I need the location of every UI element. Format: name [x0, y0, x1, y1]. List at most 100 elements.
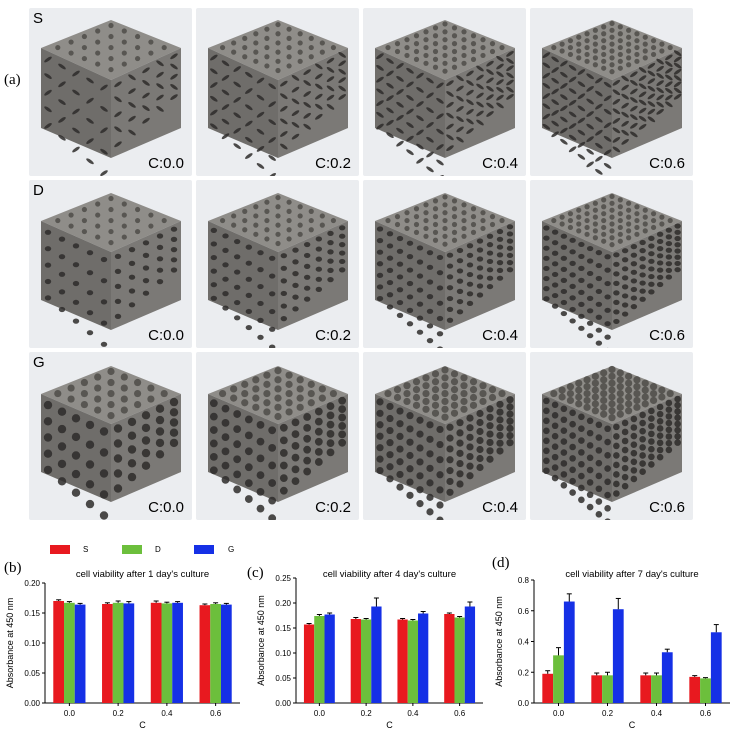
lattice-cube-image	[542, 193, 682, 348]
bar-s-0.6	[689, 676, 701, 703]
bar-s-0.0	[303, 624, 315, 703]
bar-d-0.4	[651, 675, 662, 703]
chart-day4: cell viability after 4 day's culture Abso…	[256, 569, 483, 730]
bar-g-0.6	[710, 632, 722, 703]
bar-g-0.6	[220, 604, 232, 703]
bar-s-0.2	[350, 619, 361, 703]
bar-s-0.6	[199, 605, 211, 703]
bar-d-0.6	[210, 604, 221, 703]
panel-label-b: (b)	[4, 560, 22, 576]
bar-g-0.0	[74, 604, 86, 703]
chart-title: cell viability after 1 day's culture	[76, 569, 209, 580]
y-tick-label: 0.15	[275, 624, 291, 633]
bar-g-0.4	[661, 652, 673, 703]
photo-caption: C:0.2	[315, 499, 351, 516]
x-tick-label: 0.4	[407, 709, 419, 718]
chart-title: cell viability after 4 day's culture	[323, 569, 456, 580]
chart-legend: S D G	[50, 543, 250, 557]
photo-caption: C:0.4	[482, 327, 518, 344]
photo-caption: C:0.0	[148, 327, 184, 344]
x-tick-label: 0.6	[454, 709, 466, 718]
photo-caption: C:0.0	[148, 155, 184, 172]
y-tick-label: 0.05	[24, 669, 40, 678]
bar-g-0.0	[563, 601, 575, 703]
x-axis-label: C	[139, 720, 146, 730]
scaffold-photo-g-0: G C:0.0	[29, 352, 192, 520]
y-tick-label: 0.10	[275, 649, 291, 658]
chart-day7: cell viability after 7 day's culture Abso…	[494, 569, 730, 730]
lattice-cube-image	[542, 365, 682, 520]
y-axis-label: Absorbance at 450 nm	[494, 596, 504, 687]
x-tick-label: 0.6	[210, 709, 222, 718]
bar-g-0.4	[172, 602, 183, 703]
y-tick-label: 0.00	[24, 699, 40, 708]
lattice-cube-image	[41, 20, 181, 176]
scaffold-photo-s-0: S C:0.0	[29, 8, 192, 176]
panel-label-c: (c)	[247, 565, 264, 581]
photo-caption: C:0.2	[315, 155, 351, 172]
x-tick-label: 0.0	[314, 709, 326, 718]
y-tick-label: 0.20	[24, 579, 40, 588]
photo-caption: C:0.4	[482, 155, 518, 172]
bar-d-0.0	[553, 655, 564, 703]
bar-s-0.4	[150, 602, 162, 703]
bar-s-0.4	[640, 675, 652, 703]
panel-label-a: (a)	[4, 72, 21, 88]
photo-caption: C:0.2	[315, 327, 351, 344]
y-tick-label: 0.15	[24, 609, 40, 618]
photo-caption: C:0.4	[482, 499, 518, 516]
x-tick-label: 0.2	[602, 709, 614, 718]
y-tick-label: 0.10	[24, 639, 40, 648]
bar-g-0.2	[371, 606, 382, 703]
y-tick-label: 0.20	[275, 599, 291, 608]
lattice-cube-image	[41, 193, 181, 347]
chart-day1: cell viability after 1 day's culture Abso…	[5, 569, 240, 730]
lattice-cube-image	[208, 193, 348, 348]
legend-label-d: D	[155, 545, 161, 554]
lattice-cube-image	[375, 193, 515, 348]
bar-g-0.0	[324, 614, 335, 703]
lattice-cube-image	[542, 20, 682, 175]
bar-d-0.2	[112, 602, 124, 703]
lattice-cube-image	[41, 366, 181, 520]
x-tick-label: 0.4	[651, 709, 663, 718]
bar-g-0.6	[464, 606, 476, 703]
legend-swatch-g	[194, 545, 214, 554]
legend-swatch-s	[50, 545, 70, 554]
y-tick-label: 0.8	[518, 576, 530, 585]
scaffold-photo-s-2: C:0.4	[363, 8, 526, 176]
y-tick-label: 0.6	[518, 607, 530, 616]
bar-d-0.4	[407, 620, 419, 703]
bar-g-0.2	[612, 609, 624, 703]
y-tick-label: 0.2	[518, 668, 530, 677]
chart-title: cell viability after 7 day's culture	[565, 569, 698, 580]
photo-caption: C:0.6	[649, 155, 685, 172]
y-tick-label: 0.0	[518, 699, 530, 708]
x-axis-label: C	[386, 720, 393, 730]
photo-caption: C:0.6	[649, 327, 685, 344]
bar-d-0.0	[64, 602, 75, 703]
x-tick-label: 0.0	[64, 709, 76, 718]
bar-d-0.2	[602, 675, 613, 703]
lattice-cube-image	[208, 366, 348, 520]
lattice-cube-image	[375, 20, 515, 176]
lattice-cube-image	[208, 20, 348, 176]
row-letter-s: S	[33, 10, 44, 27]
bar-s-0.2	[102, 604, 113, 703]
bar-d-0.6	[454, 617, 465, 703]
photo-caption: C:0.0	[148, 499, 184, 516]
scaffold-photo-g-2: C:0.4	[363, 352, 526, 520]
y-tick-label: 0.25	[275, 574, 291, 583]
x-tick-label: 0.6	[700, 709, 712, 718]
x-tick-label: 0.4	[161, 709, 173, 718]
legend-label-g: G	[228, 545, 235, 554]
bar-s-0.2	[591, 675, 603, 703]
row-letter-d: D	[33, 182, 44, 199]
bar-d-0.2	[360, 619, 372, 703]
bar-d-0.6	[700, 678, 711, 703]
x-axis-label: C	[629, 720, 636, 730]
y-axis-label: Absorbance at 450 nm	[5, 598, 15, 689]
y-axis-label: Absorbance at 450 nm	[256, 595, 266, 686]
legend-swatch-d	[122, 545, 142, 554]
bar-s-0.4	[397, 619, 408, 703]
